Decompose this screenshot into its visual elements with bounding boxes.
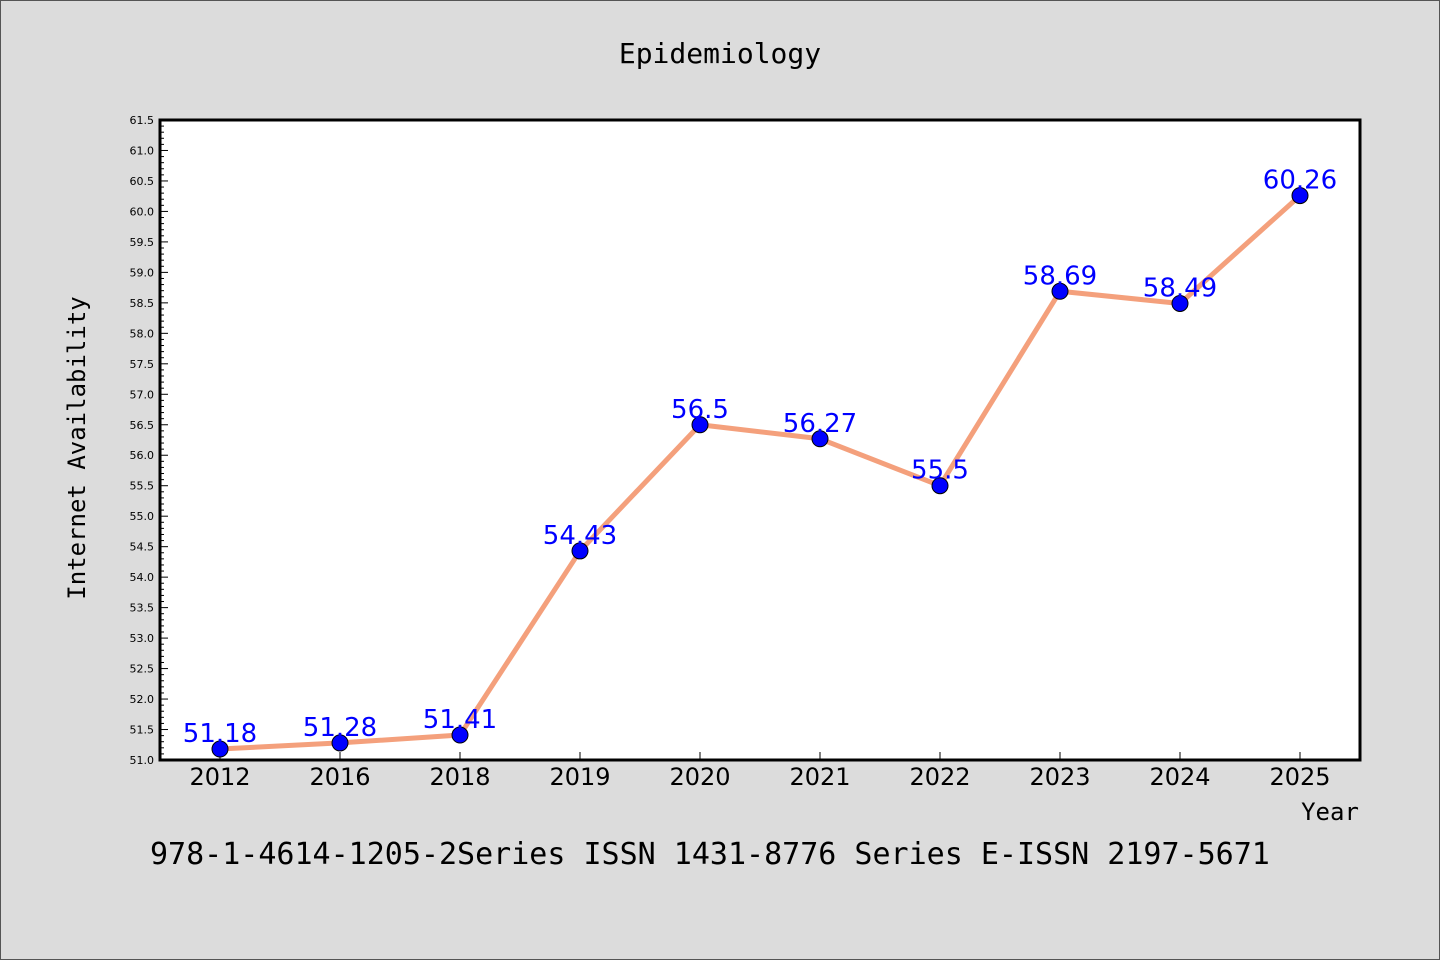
series-group: 51.18 51.28 51.41 54.43 56.5 56.27 55.5 58.69 58… — [183, 166, 1337, 758]
x-axis-label: Year — [1301, 798, 1359, 826]
x-axis: 2012 2016 2018 2019 2020 2021 2022 2023 2024 2025 — [189, 752, 1331, 791]
y-tick-label: 56.5 — [130, 419, 155, 432]
y-tick-label: 61.0 — [130, 144, 155, 157]
y-tick-label: 55.5 — [130, 480, 155, 493]
chart-title: Epidemiology — [619, 37, 821, 70]
data-label: 54.43 — [543, 521, 617, 551]
data-point — [451, 726, 469, 744]
y-tick-label: 60.0 — [130, 205, 155, 218]
x-tick-label: 2023 — [1029, 763, 1090, 791]
y-tick-label: 51.0 — [130, 754, 155, 767]
data-label: 56.27 — [783, 409, 857, 439]
y-tick-label: 56.0 — [130, 449, 155, 462]
data-label: 51.41 — [423, 705, 497, 735]
data-point — [691, 416, 709, 434]
y-tick-label: 55.0 — [130, 510, 155, 523]
data-label: 51.18 — [183, 719, 257, 749]
y-tick-label: 52.0 — [130, 693, 155, 706]
y-tick-label: 59.5 — [130, 236, 155, 249]
data-label: 55.5 — [911, 456, 969, 486]
y-tick-label: 53.5 — [130, 602, 155, 615]
series-line — [219, 193, 1302, 752]
x-tick-label: 2019 — [549, 763, 610, 791]
data-label: 58.69 — [1023, 261, 1097, 291]
footer-text: 978-1-4614-1205-2Series ISSN 1431-8776 S… — [150, 837, 1270, 872]
y-tick-label: 51.5 — [130, 724, 155, 737]
data-label: 51.28 — [303, 713, 377, 743]
y-tick-label: 59.0 — [130, 266, 155, 279]
y-tick-label: 52.5 — [130, 663, 155, 676]
y-tick-label: 57.0 — [130, 388, 155, 401]
data-point — [1171, 294, 1189, 312]
y-tick-label: 54.0 — [130, 571, 155, 584]
x-tick-label: 2016 — [309, 763, 370, 791]
y-tick-label: 60.5 — [130, 175, 155, 188]
data-point — [211, 740, 229, 758]
data-label: 58.49 — [1143, 273, 1217, 303]
data-label: 60.26 — [1263, 166, 1337, 196]
data-point — [571, 542, 589, 560]
y-tick-label: 53.0 — [130, 632, 155, 645]
data-label: 56.5 — [671, 395, 729, 425]
y-tick-label: 57.5 — [130, 358, 155, 371]
plot-area — [158, 118, 1362, 762]
x-tick-label: 2020 — [669, 763, 730, 791]
x-tick-label: 2021 — [789, 763, 850, 791]
data-point — [811, 430, 829, 448]
y-tick-label: 58.5 — [130, 297, 155, 310]
data-point — [1291, 187, 1309, 205]
y-tick-label: 58.0 — [130, 327, 155, 340]
y-axis: 51.0 51.5 52.0 52.5 53.0 53.5 54.0 54.5 55.0 55.5… — [130, 114, 168, 767]
data-point — [331, 734, 349, 752]
x-tick-label: 2018 — [429, 763, 490, 791]
x-tick-label: 2022 — [909, 763, 970, 791]
x-tick-label: 2025 — [1269, 763, 1330, 791]
x-tick-label: 2012 — [189, 763, 250, 791]
x-tick-label: 2024 — [1149, 763, 1210, 791]
y-axis-label: Internet Availability — [63, 296, 91, 599]
data-point — [931, 477, 949, 495]
data-point — [1051, 282, 1069, 300]
y-tick-label: 61.5 — [130, 114, 155, 127]
y-tick-label: 54.5 — [130, 541, 155, 554]
